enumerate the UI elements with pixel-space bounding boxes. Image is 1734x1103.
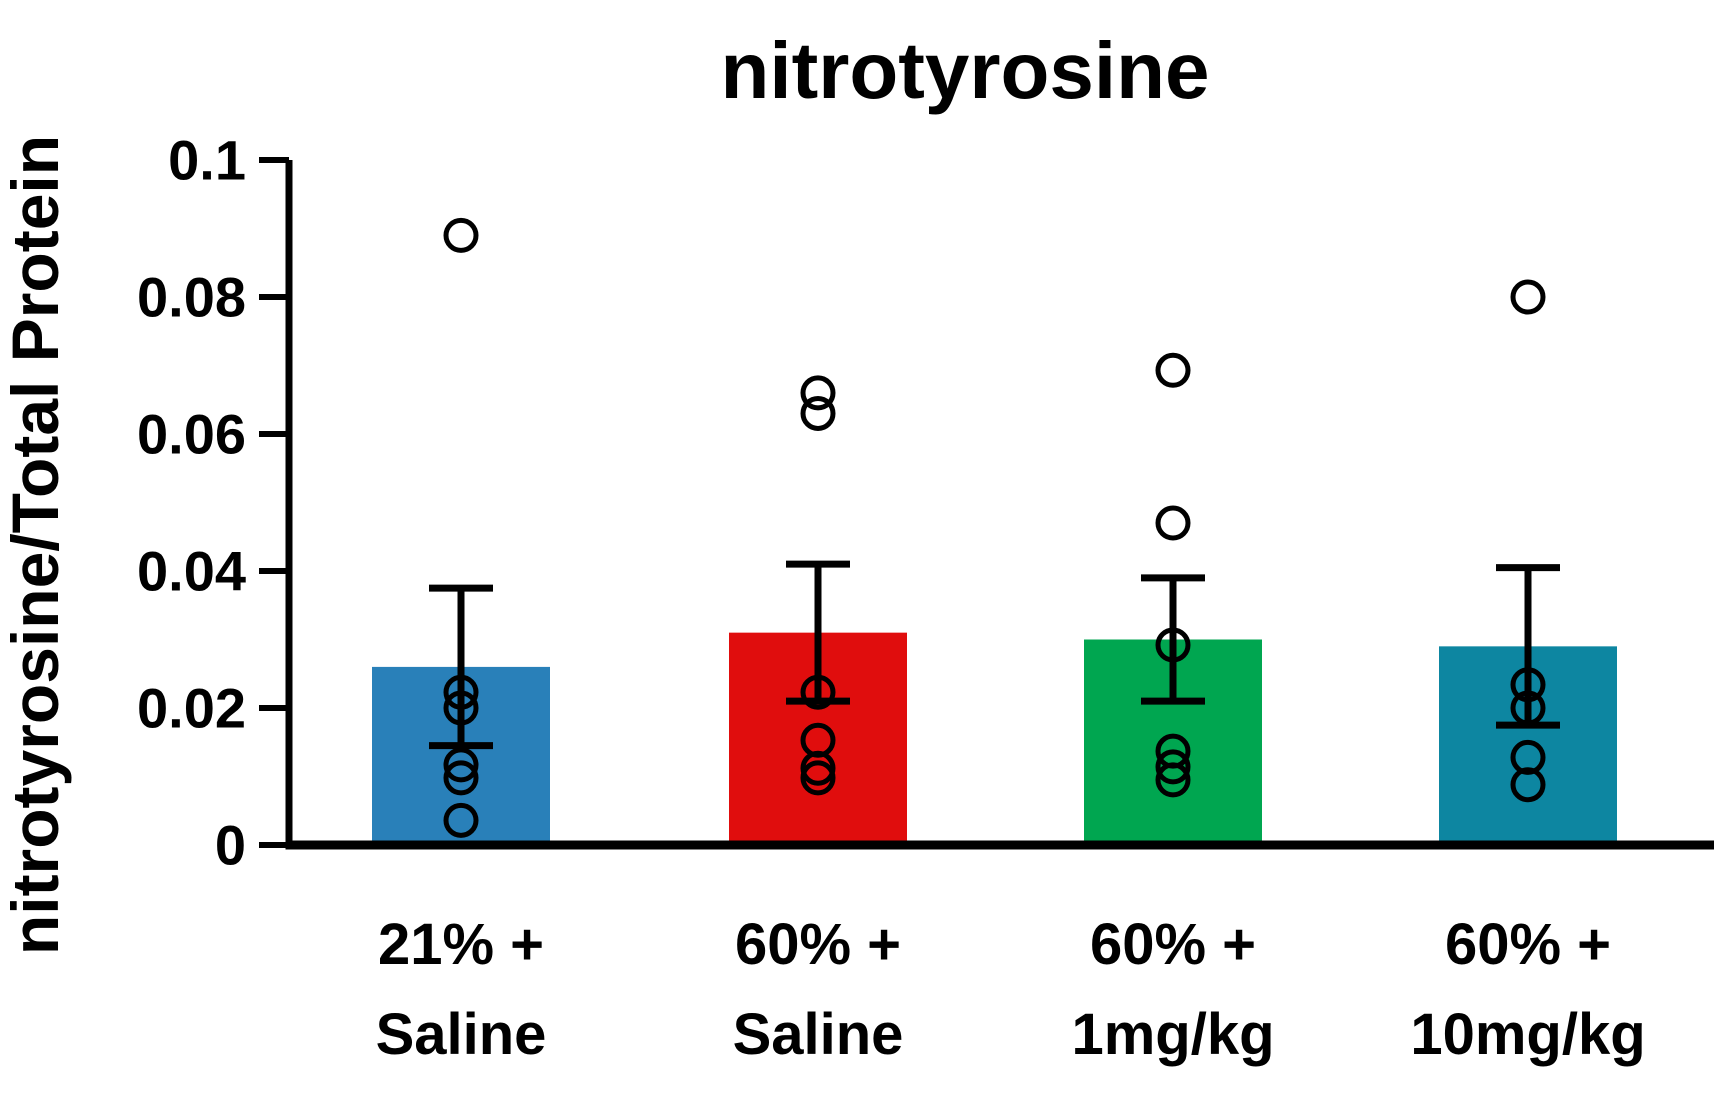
data-point-marker bbox=[443, 802, 479, 838]
data-point-marker bbox=[1510, 690, 1546, 726]
data-point-marker bbox=[1155, 352, 1191, 388]
y-tick-label: 0.04 bbox=[137, 540, 246, 603]
y-tick-label: 0 bbox=[215, 814, 246, 877]
data-point-marker bbox=[800, 674, 836, 710]
chart-title: nitrotyrosine bbox=[721, 26, 1210, 115]
x-category-label-line2: Saline bbox=[733, 1002, 904, 1067]
data-point-marker bbox=[800, 395, 836, 431]
y-tick-label: 0.08 bbox=[137, 266, 246, 329]
data-point-marker bbox=[443, 217, 479, 253]
x-category-label-line1: 60% + bbox=[1445, 912, 1611, 977]
data-point-marker bbox=[1155, 627, 1191, 663]
y-tick-label: 0.02 bbox=[137, 677, 246, 740]
data-point-marker bbox=[1155, 505, 1191, 541]
y-axis-label: nitrotyrosine/Total Protein bbox=[0, 135, 72, 955]
x-category-labels-group: 21% + Saline 60% + Saline 60% + 1mg/kg 60% + 10… bbox=[376, 912, 1646, 1067]
data-point-marker bbox=[443, 690, 479, 726]
data-point-marker bbox=[800, 375, 836, 411]
data-points-group bbox=[443, 217, 1546, 838]
data-point-marker bbox=[800, 750, 836, 786]
data-point-marker bbox=[443, 674, 479, 710]
data-point-marker bbox=[1510, 279, 1546, 315]
data-point-marker bbox=[1510, 667, 1546, 703]
data-point-marker bbox=[1155, 749, 1191, 785]
data-point-marker bbox=[800, 760, 836, 796]
x-category-label-line2: 10mg/kg bbox=[1410, 1002, 1645, 1067]
x-category-label-line1: 21% + bbox=[378, 912, 544, 977]
data-point-marker bbox=[1510, 739, 1546, 775]
y-tick-label: 0.1 bbox=[168, 129, 246, 192]
error-bars-group bbox=[429, 560, 1560, 750]
data-point-marker bbox=[1155, 762, 1191, 798]
x-category-label-line1: 60% + bbox=[735, 912, 901, 977]
bars-group bbox=[372, 632, 1617, 845]
x-category-label-line2: 1mg/kg bbox=[1071, 1002, 1274, 1067]
data-point-marker bbox=[443, 760, 479, 796]
data-point-marker bbox=[1510, 767, 1546, 803]
data-point-marker bbox=[443, 747, 479, 783]
axes-group bbox=[285, 160, 1714, 850]
y-ticks-group: 0 0.02 0.04 0.06 0.08 0.1 bbox=[137, 129, 289, 877]
y-tick-label: 0.06 bbox=[137, 403, 246, 466]
x-category-label-line2: Saline bbox=[376, 1002, 547, 1067]
x-category-label-line1: 60% + bbox=[1090, 912, 1256, 977]
